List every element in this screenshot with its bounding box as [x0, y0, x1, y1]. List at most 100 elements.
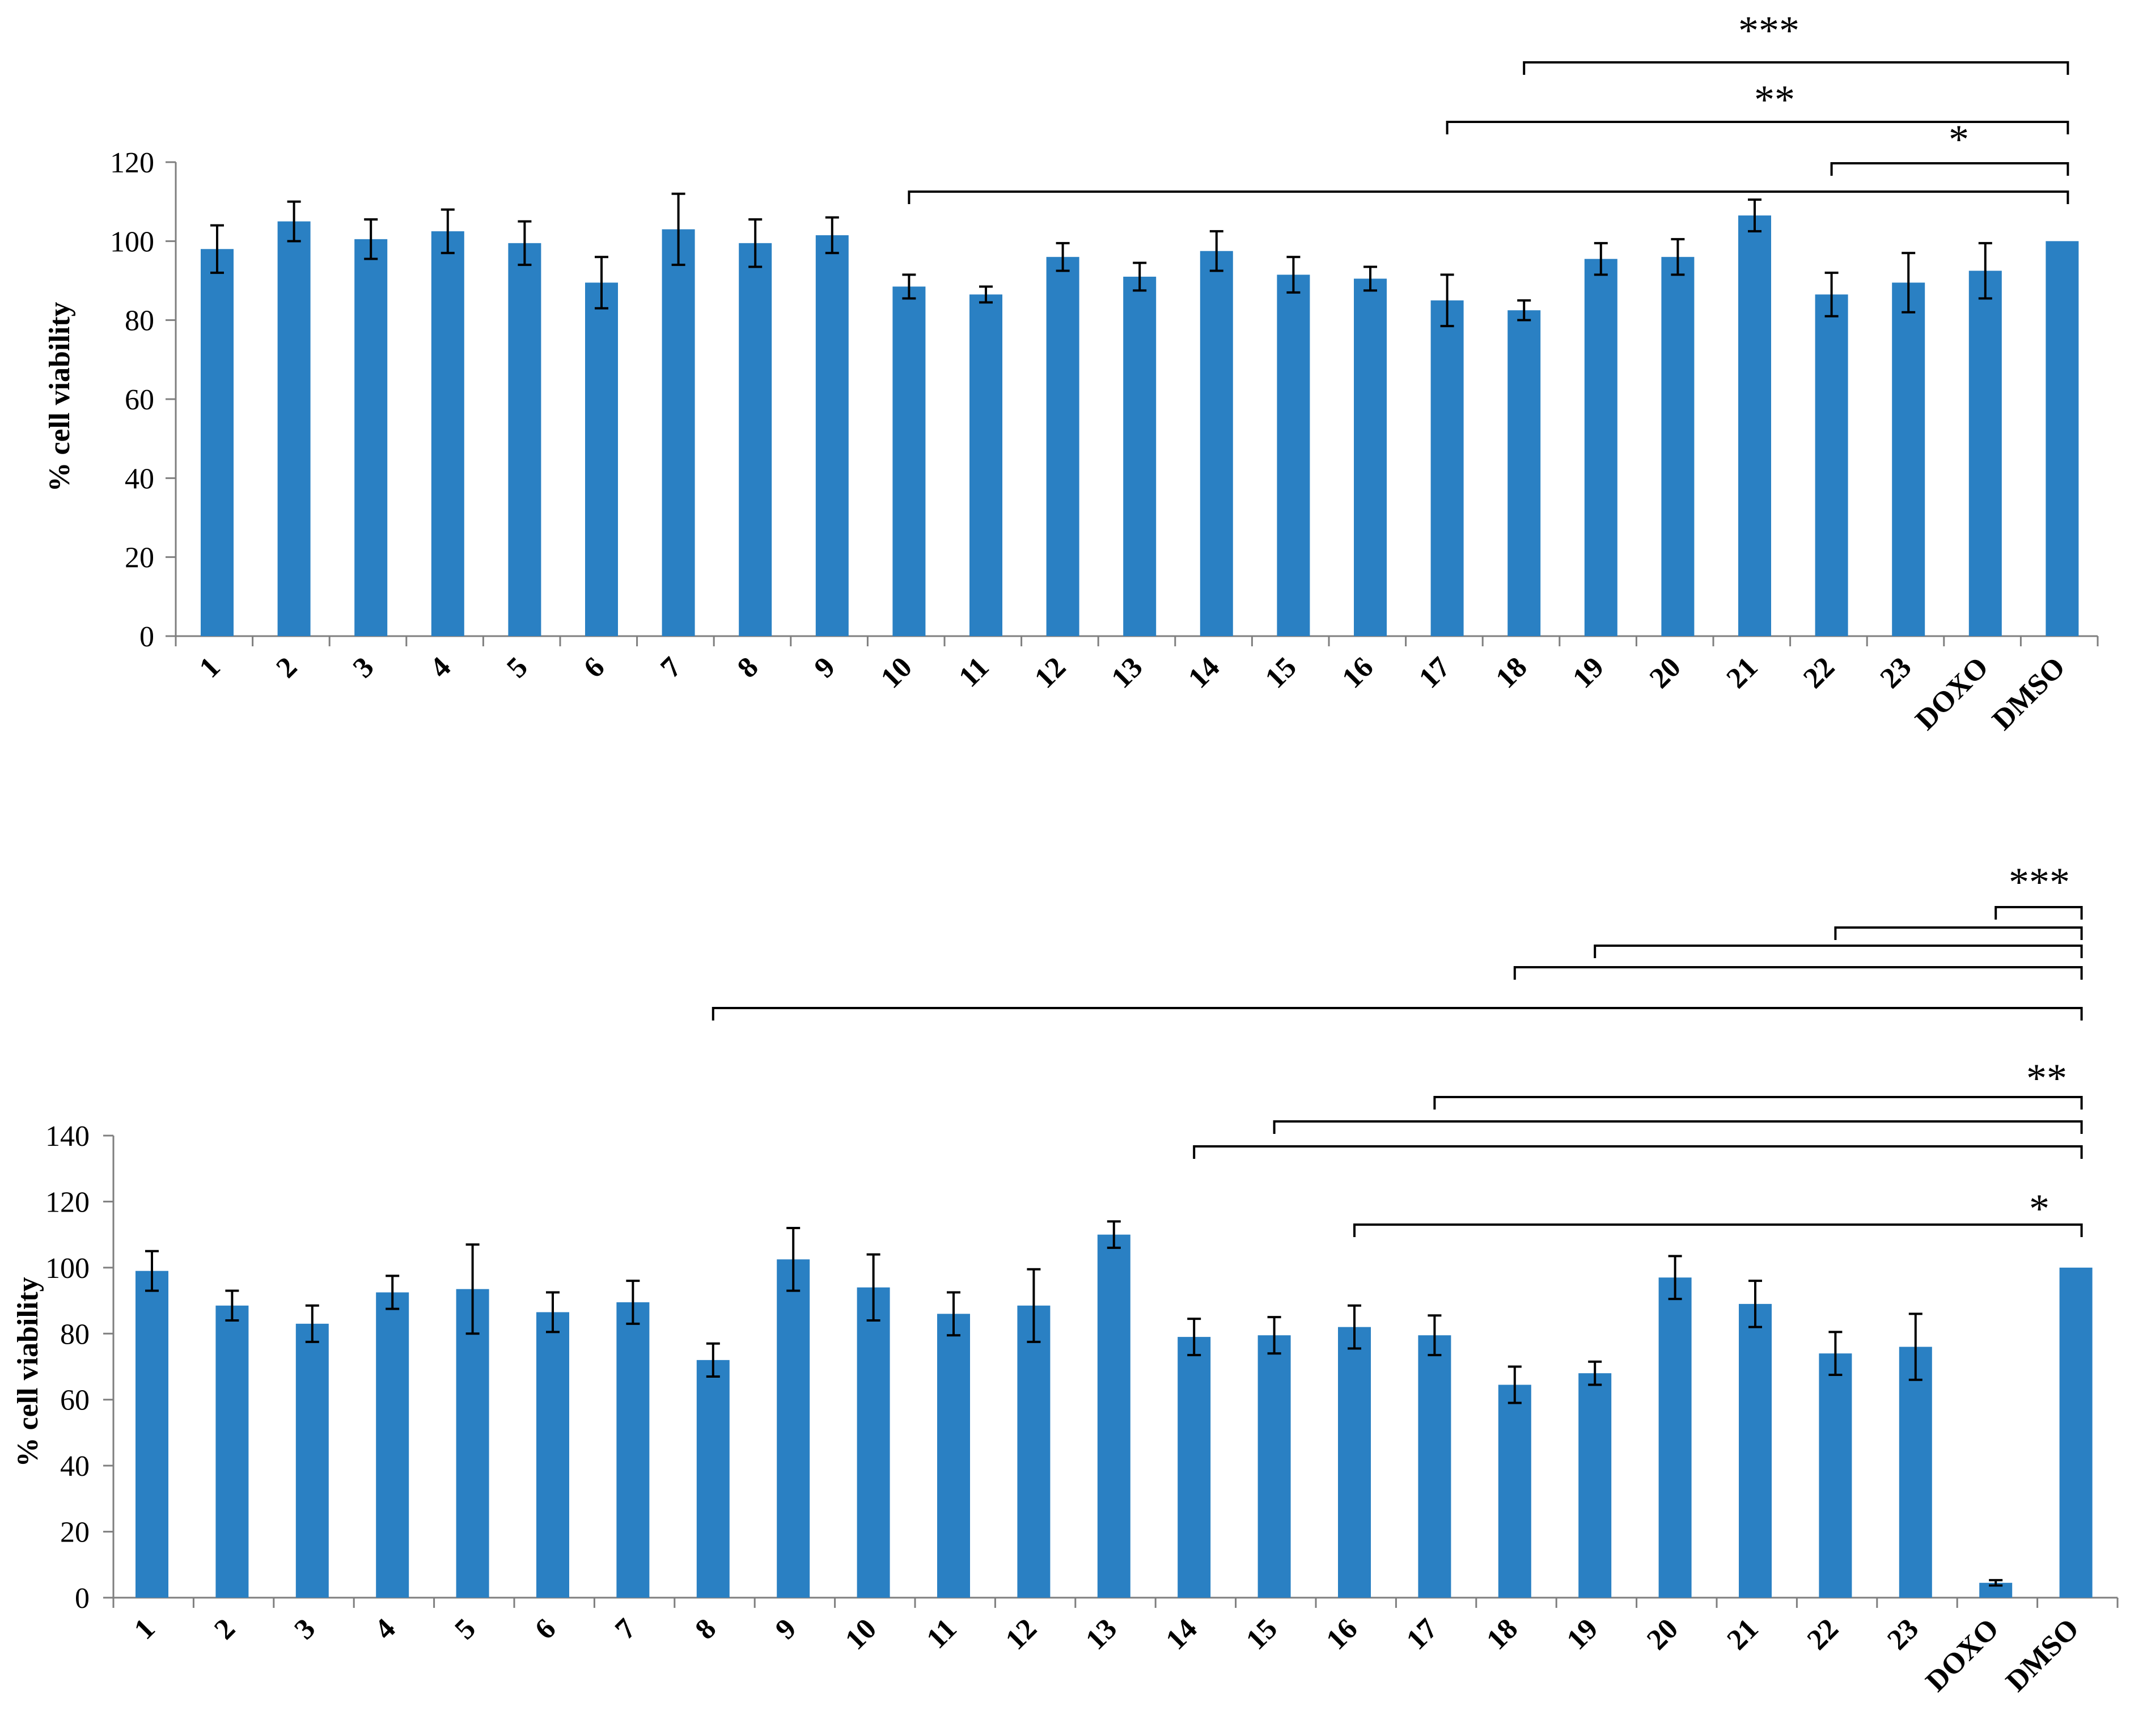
x-category-label: 22: [1797, 651, 1841, 695]
bar: [777, 1259, 810, 1598]
x-category-label: 23: [1881, 1612, 1925, 1656]
bar: [215, 1305, 249, 1598]
bar: [2059, 1267, 2093, 1598]
x-category-label: 9: [808, 651, 842, 684]
y-tick-label: 100: [110, 226, 154, 258]
x-category-label: 18: [1490, 651, 1534, 695]
bar: [354, 239, 388, 637]
bar: [1354, 278, 1387, 636]
y-tick-label: 40: [125, 463, 154, 495]
x-category-label: 18: [1480, 1612, 1524, 1656]
bar: [1097, 1234, 1130, 1598]
x-category-label: 3: [347, 651, 380, 684]
x-category-label: 16: [1320, 1612, 1363, 1656]
bar: [1892, 282, 1925, 636]
x-category-label: 14: [1160, 1612, 1204, 1656]
significance-bracket: [1433, 1096, 2083, 1110]
x-category-label: 19: [1561, 1612, 1604, 1656]
y-tick-label: 60: [60, 1384, 90, 1417]
significance-bracket: [1193, 1145, 2083, 1159]
y-tick-label: 20: [125, 542, 154, 574]
x-category-label: 6: [578, 651, 611, 684]
y-tick-label: 0: [75, 1582, 90, 1615]
x-category-label: 12: [1000, 1612, 1043, 1656]
significance-bracket: [908, 190, 2069, 204]
bar: [508, 243, 541, 637]
significance-bracket: [1446, 121, 2069, 134]
x-category-label: 8: [731, 651, 765, 684]
bar: [2046, 241, 2079, 636]
significance-bracket: [1513, 966, 2083, 980]
bar: [585, 282, 618, 636]
bar: [1178, 1337, 1211, 1598]
bar: [1123, 277, 1157, 636]
y-tick-label: 80: [125, 305, 154, 337]
y-tick-label: 140: [45, 1120, 90, 1153]
x-category-label: DOXO: [1920, 1612, 2005, 1698]
x-category-label: 4: [424, 651, 458, 684]
y-tick-label: 120: [45, 1186, 90, 1218]
x-category-label: 11: [952, 651, 995, 693]
x-category-label: 1: [193, 651, 227, 684]
significance-label: **: [1754, 77, 1795, 122]
bar: [456, 1289, 489, 1598]
x-category-label: DMSO: [2000, 1612, 2085, 1698]
x-category-label: 17: [1400, 1612, 1444, 1656]
bar: [739, 243, 772, 637]
x-category-label: 15: [1259, 651, 1303, 695]
y-tick-label: 0: [139, 621, 154, 653]
y-tick-label: 100: [45, 1252, 90, 1285]
x-category-label: 10: [875, 651, 918, 695]
x-category-label: 1: [128, 1612, 162, 1646]
bar: [1200, 251, 1233, 636]
x-category-label: 4: [369, 1612, 402, 1646]
bar: [295, 1323, 329, 1598]
bar: [969, 294, 1002, 636]
bar: [1739, 1303, 1772, 1598]
bar: [376, 1292, 409, 1598]
x-category-label: DMSO: [1986, 651, 2072, 736]
significance-label: ***: [1738, 8, 1799, 53]
x-category-label: 11: [920, 1612, 963, 1655]
bar: [815, 235, 849, 637]
x-category-label: 7: [609, 1612, 642, 1646]
significance-label: **: [2026, 1056, 2067, 1101]
bar: [1418, 1335, 1451, 1598]
bar: [1661, 257, 1695, 636]
y-axis-label: % cell viability: [12, 1277, 44, 1467]
x-category-label: 6: [529, 1612, 562, 1646]
bar: [937, 1314, 970, 1598]
bar: [1819, 1353, 1852, 1598]
significance-label: *: [1949, 117, 1969, 162]
bar: [1277, 274, 1310, 636]
bar: [662, 229, 695, 636]
x-category-label: 21: [1720, 651, 1764, 695]
bar: [536, 1312, 569, 1598]
bar: [1658, 1277, 1692, 1598]
significance-label: ***: [2009, 859, 2070, 905]
x-category-label: 16: [1336, 651, 1379, 695]
x-category-label: 5: [448, 1612, 482, 1646]
bar: [1257, 1335, 1291, 1598]
x-category-label: 5: [501, 651, 534, 684]
significance-bracket: [1594, 945, 2083, 958]
bar: [1738, 215, 1771, 636]
x-category-label: 17: [1413, 651, 1456, 695]
x-category-label: 9: [769, 1612, 803, 1646]
bar: [1899, 1347, 1932, 1598]
x-category-label: 13: [1079, 1612, 1123, 1656]
x-category-label: 19: [1566, 651, 1610, 695]
significance-bracket: [1830, 162, 2069, 176]
bar: [616, 1302, 650, 1598]
y-tick-label: 20: [60, 1517, 90, 1549]
bar: [431, 231, 464, 637]
bar: [1017, 1305, 1051, 1598]
x-category-label: DOXO: [1909, 651, 1995, 736]
x-category-label: 12: [1028, 651, 1072, 695]
x-category-label: 23: [1874, 651, 1918, 695]
bar: [277, 221, 311, 636]
bar: [1968, 270, 2002, 636]
x-category-label: 2: [270, 651, 303, 684]
